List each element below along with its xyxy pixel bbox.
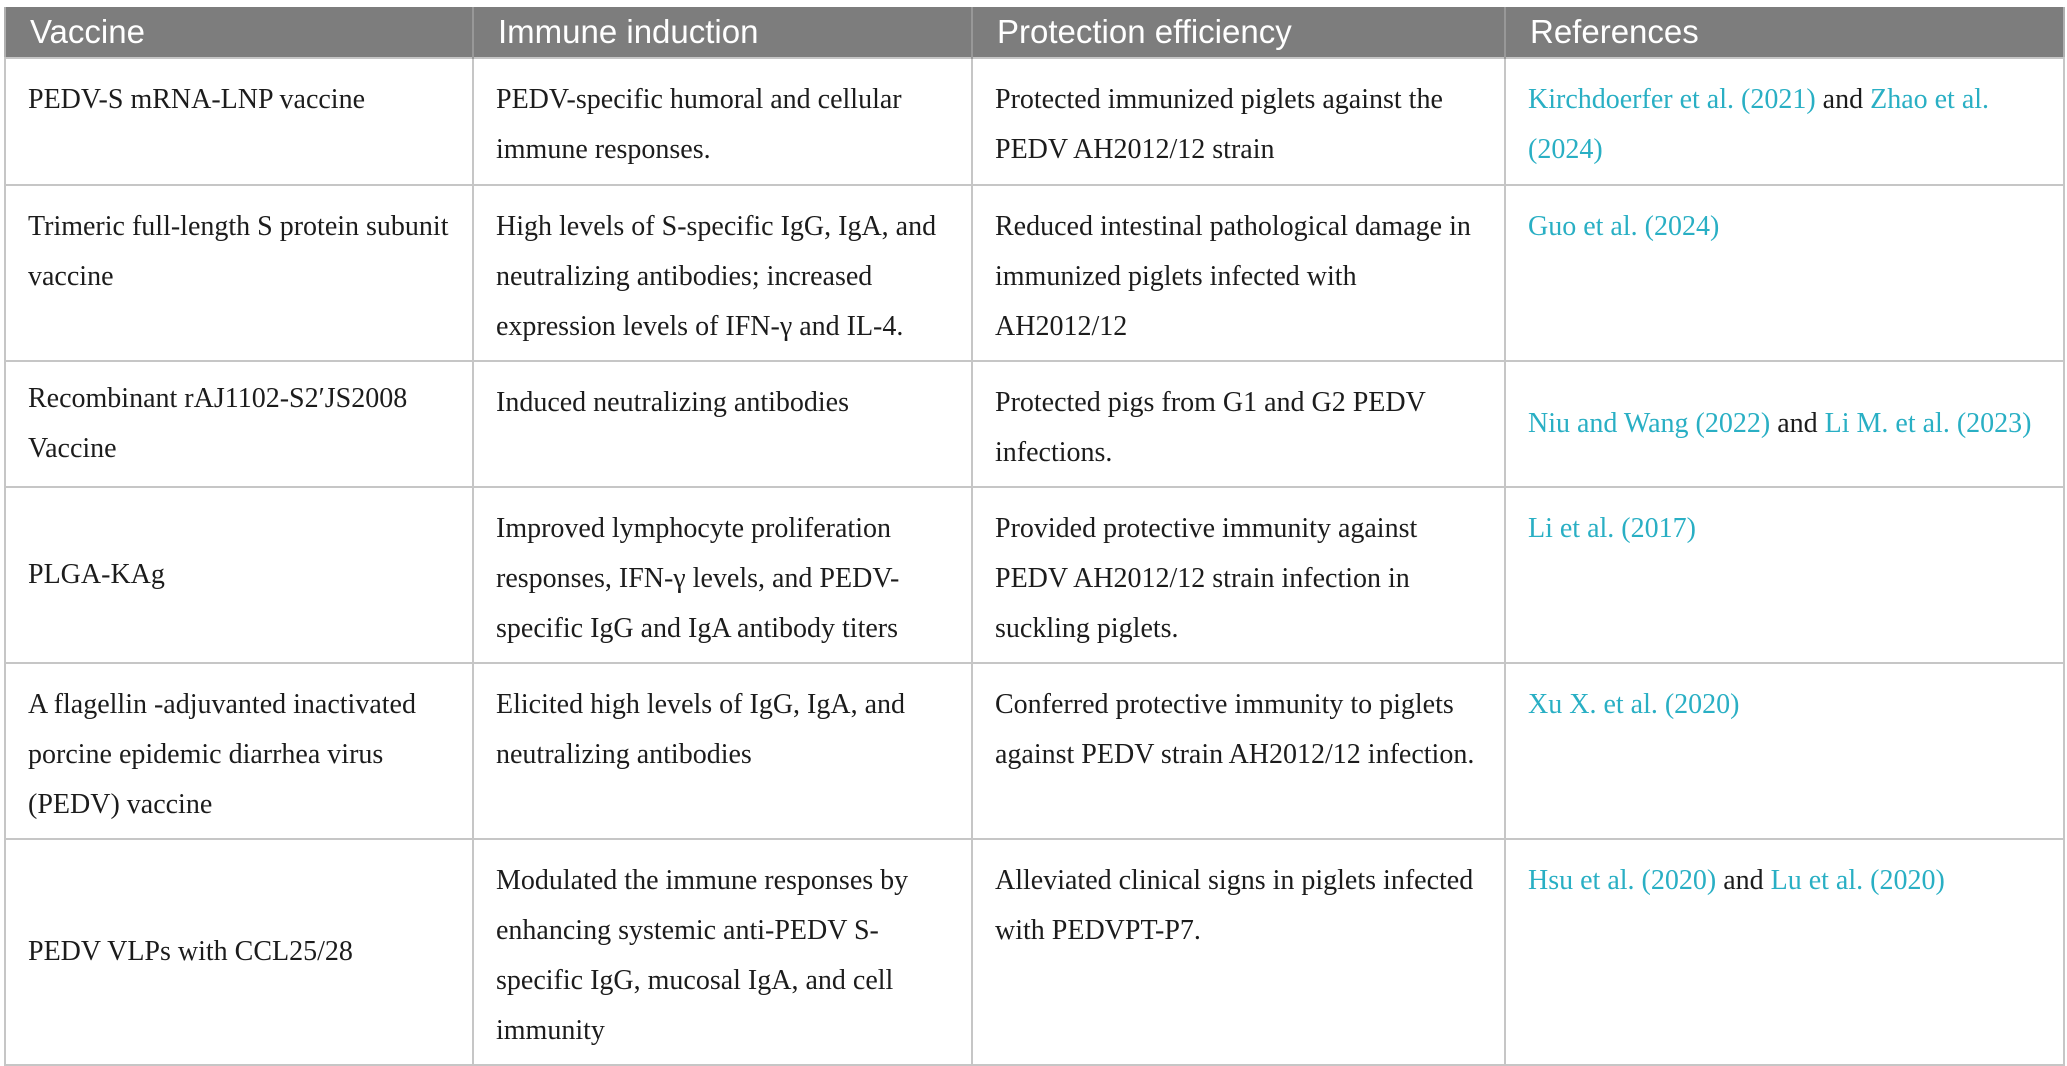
protection-efficiency-cell: Protected immunized piglets against the … [971,57,1506,186]
vaccine-cell: Trimeric full-length S protein subunit v… [4,184,474,362]
references-cell: Guo et al. (2024) [1504,184,2065,362]
vaccine-comparison-table: Vaccine Immune induction Protection effi… [4,7,2065,1066]
reference-link[interactable]: Lu et al. (2020) [1770,865,1945,896]
protection-efficiency-cell: Alleviated clinical signs in piglets inf… [971,838,1506,1066]
protection-efficiency-cell: Conferred protective immunity to piglets… [971,662,1506,840]
references-cell: Niu and Wang (2022) and Li M. et al. (20… [1504,360,2065,488]
vaccine-cell: PEDV-S mRNA-LNP vaccine [4,57,474,186]
protection-efficiency-cell: Provided protective immunity against PED… [971,486,1506,664]
immune-induction-cell: Improved lymphocyte proliferation respon… [472,486,973,664]
reference-link[interactable]: Xu X. et al. (2020) [1528,689,1740,720]
immune-induction-cell: High levels of S-specific IgG, IgA, and … [472,184,973,362]
table-row: PLGA-KAg Improved lymphocyte proliferatio… [4,486,2065,664]
table-row: A flagellin -adjuvanted inactivated porc… [4,662,2065,840]
reference-separator: and [1770,408,1825,439]
table-row: Trimeric full-length S protein subunit v… [4,184,2065,362]
reference-link[interactable]: Kirchdoerfer et al. (2021) [1528,84,1816,115]
vaccine-cell: A flagellin -adjuvanted inactivated porc… [4,662,474,840]
reference-link[interactable]: Zhao et al. (2024) [1528,84,1990,165]
header-row: Vaccine Immune induction Protection effi… [5,7,2064,58]
reference-link[interactable]: Niu and Wang (2022) [1528,408,1771,439]
references-cell: Hsu et al. (2020) and Lu et al. (2020) [1504,838,2065,1066]
immune-induction-cell: Induced neutralizing antibodies [472,360,973,488]
table-row: PEDV-S mRNA-LNP vaccine PEDV-specific hum… [4,57,2065,186]
references-cell: Xu X. et al. (2020) [1504,662,2065,840]
reference-link[interactable]: Li et al. (2017) [1528,513,1696,544]
table-row: PEDV VLPs with CCL25/28 Modulated the imm… [4,838,2065,1066]
table-row: Recombinant rAJ1102-S2′JS2008 Vaccine Ind… [4,360,2065,488]
col-header-protection-efficiency: Protection efficiency [971,7,1505,58]
document-table-region: Vaccine Immune induction Protection effi… [4,7,2065,1066]
col-header-vaccine: Vaccine [5,7,473,58]
protection-efficiency-cell: Reduced intestinal pathological damage i… [971,184,1506,362]
vaccine-cell: PLGA-KAg [4,486,474,664]
reference-separator: and [1815,84,1871,115]
immune-induction-cell: Modulated the immune responses by enhanc… [472,838,973,1066]
protection-efficiency-cell: Protected pigs from G1 and G2 PEDV infec… [971,360,1506,488]
reference-link[interactable]: Hsu et al. (2020) [1528,865,1717,896]
reference-link[interactable]: Guo et al. (2024) [1528,211,1720,242]
vaccine-cell: Recombinant rAJ1102-S2′JS2008 Vaccine [4,360,474,488]
references-cell: Kirchdoerfer et al. (2021) and Zhao et a… [1504,57,2065,186]
immune-induction-cell: PEDV-specific humoral and cellular immun… [472,57,973,186]
vaccine-cell: PEDV VLPs with CCL25/28 [4,838,474,1066]
immune-induction-cell: Elicited high levels of IgG, IgA, and ne… [472,662,973,840]
reference-link[interactable]: Li M. et al. (2023) [1824,408,2032,439]
col-header-immune-induction: Immune induction [472,7,972,58]
col-header-references: References [1504,7,2064,58]
references-cell: Li et al. (2017) [1504,486,2065,664]
reference-separator: and [1716,865,1771,896]
